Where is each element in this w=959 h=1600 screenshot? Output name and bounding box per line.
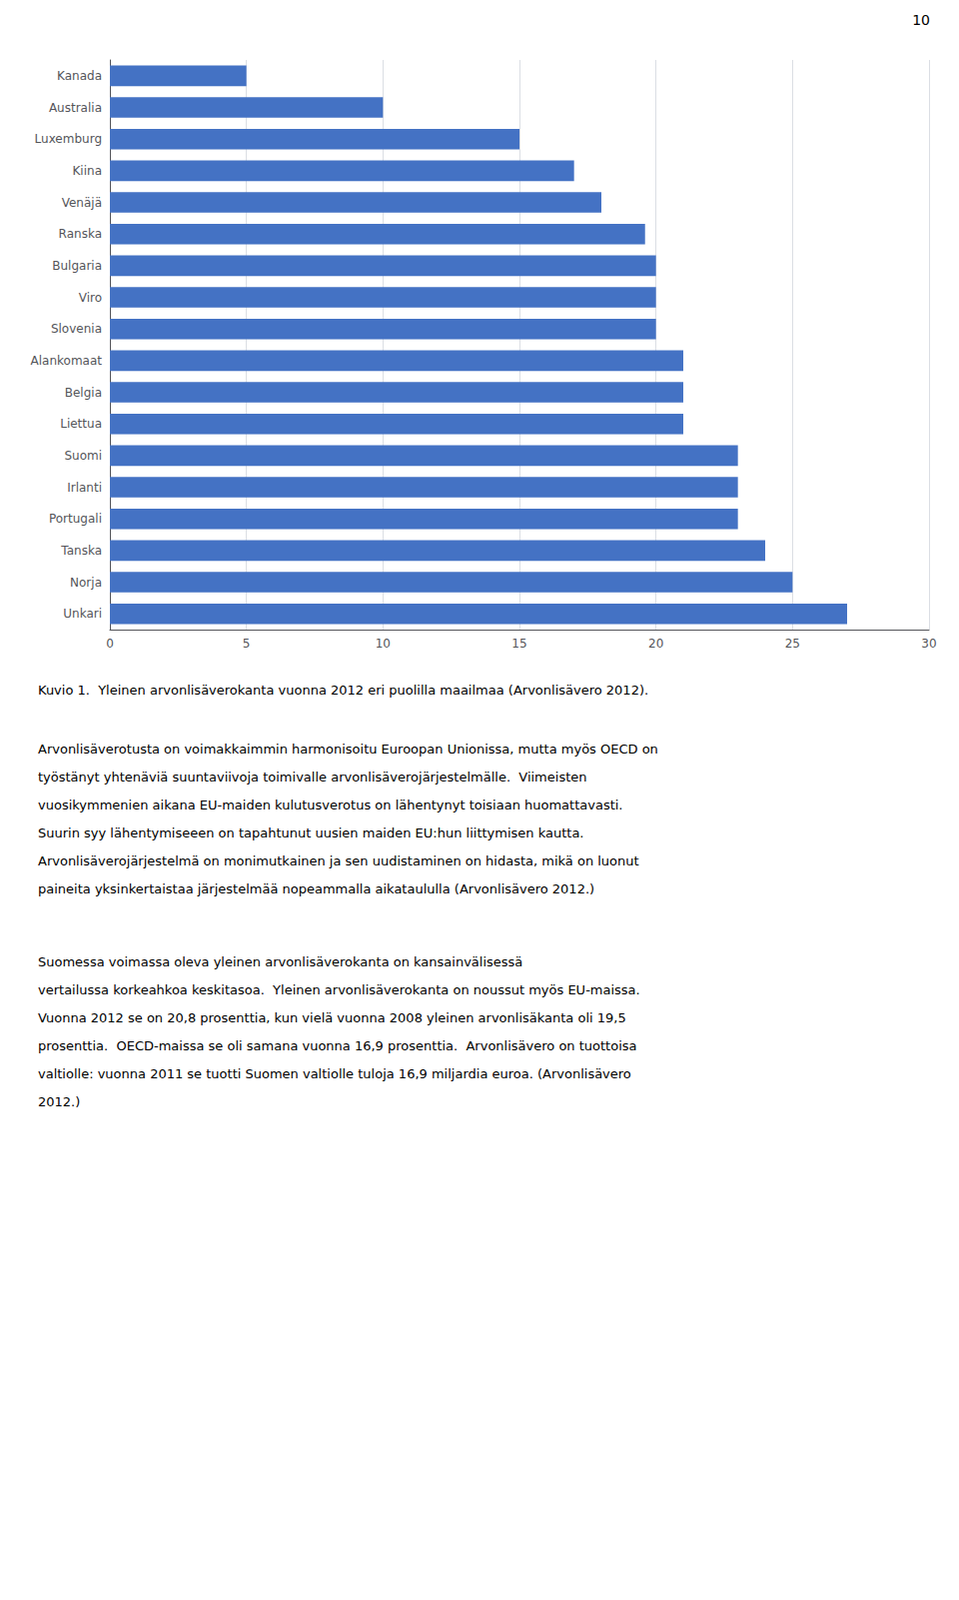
svg-text:Kiina: Kiina [72, 163, 103, 178]
svg-text:Australia: Australia [48, 100, 102, 115]
svg-text:vuosikymmenien aikana EU-maide: vuosikymmenien aikana EU-maiden kulutusv… [37, 797, 624, 813]
svg-text:Alankomaat: Alankomaat [30, 353, 103, 368]
svg-text:valtiolle: vuonna 2011 se tuot: valtiolle: vuonna 2011 se tuotti Suomen … [37, 1065, 632, 1081]
svg-text:Viro: Viro [78, 290, 102, 305]
svg-text:vertailussa korkeahkoa keskita: vertailussa korkeahkoa keskitasoa. Ylein… [37, 981, 641, 997]
svg-text:Liettua: Liettua [59, 416, 102, 431]
svg-text:Slovenia: Slovenia [50, 321, 102, 336]
svg-text:työstänyt yhtenäviä suuntaviiv: työstänyt yhtenäviä suuntaviivoja toimiv… [37, 769, 588, 785]
svg-text:Tanska: Tanska [59, 543, 102, 558]
svg-text:Bulgaria: Bulgaria [51, 258, 102, 273]
svg-text:Norja: Norja [69, 575, 102, 590]
svg-text:Kuvio 1. Yleinen arvonlisäver: Kuvio 1. Yleinen arvonlisäverokanta vuon… [37, 682, 649, 698]
svg-text:Unkari: Unkari [62, 606, 102, 621]
svg-text:20: 20 [648, 636, 664, 651]
svg-text:Belgia: Belgia [64, 385, 102, 400]
svg-text:Suomessa voimassa oleva yleine: Suomessa voimassa oleva yleinen arvonlis… [37, 954, 523, 969]
svg-text:paineita yksinkertaistaa järje: paineita yksinkertaistaa järjestelmää no… [37, 881, 595, 897]
svg-text:Venäjä: Venäjä [61, 195, 102, 210]
svg-text:Irlanti: Irlanti [66, 480, 102, 495]
svg-text:Luxemburg: Luxemburg [34, 131, 102, 146]
svg-text:Arvonlisäverojärjestelmä on mo: Arvonlisäverojärjestelmä on monimutkaine… [37, 853, 640, 869]
svg-text:Ranska: Ranska [58, 226, 102, 241]
svg-text:15: 15 [511, 636, 527, 651]
svg-text:Arvonlisäverotusta on voimakka: Arvonlisäverotusta on voimakkaimmin harm… [37, 741, 659, 757]
svg-text:Kanada: Kanada [56, 68, 102, 83]
svg-text:0: 0 [105, 636, 114, 651]
svg-text:5: 5 [242, 636, 251, 651]
svg-text:Suurin syy lähentymiseeen on t: Suurin syy lähentymiseeen on tapahtunut … [37, 825, 585, 841]
svg-text:2012.): 2012.) [37, 1093, 80, 1109]
svg-text:Portugali: Portugali [48, 511, 102, 526]
svg-text:Vuonna 2012 se on 20,8 prosent: Vuonna 2012 se on 20,8 prosenttia, kun v… [37, 1009, 627, 1025]
svg-text:10: 10 [912, 11, 931, 28]
svg-text:Suomi: Suomi [63, 448, 102, 463]
svg-text:25: 25 [785, 636, 801, 651]
svg-text:10: 10 [375, 636, 391, 651]
svg-text:30: 30 [921, 636, 937, 651]
svg-text:prosenttia. OECD-maissa se ol: prosenttia. OECD-maissa se oli samana vu… [37, 1037, 638, 1053]
